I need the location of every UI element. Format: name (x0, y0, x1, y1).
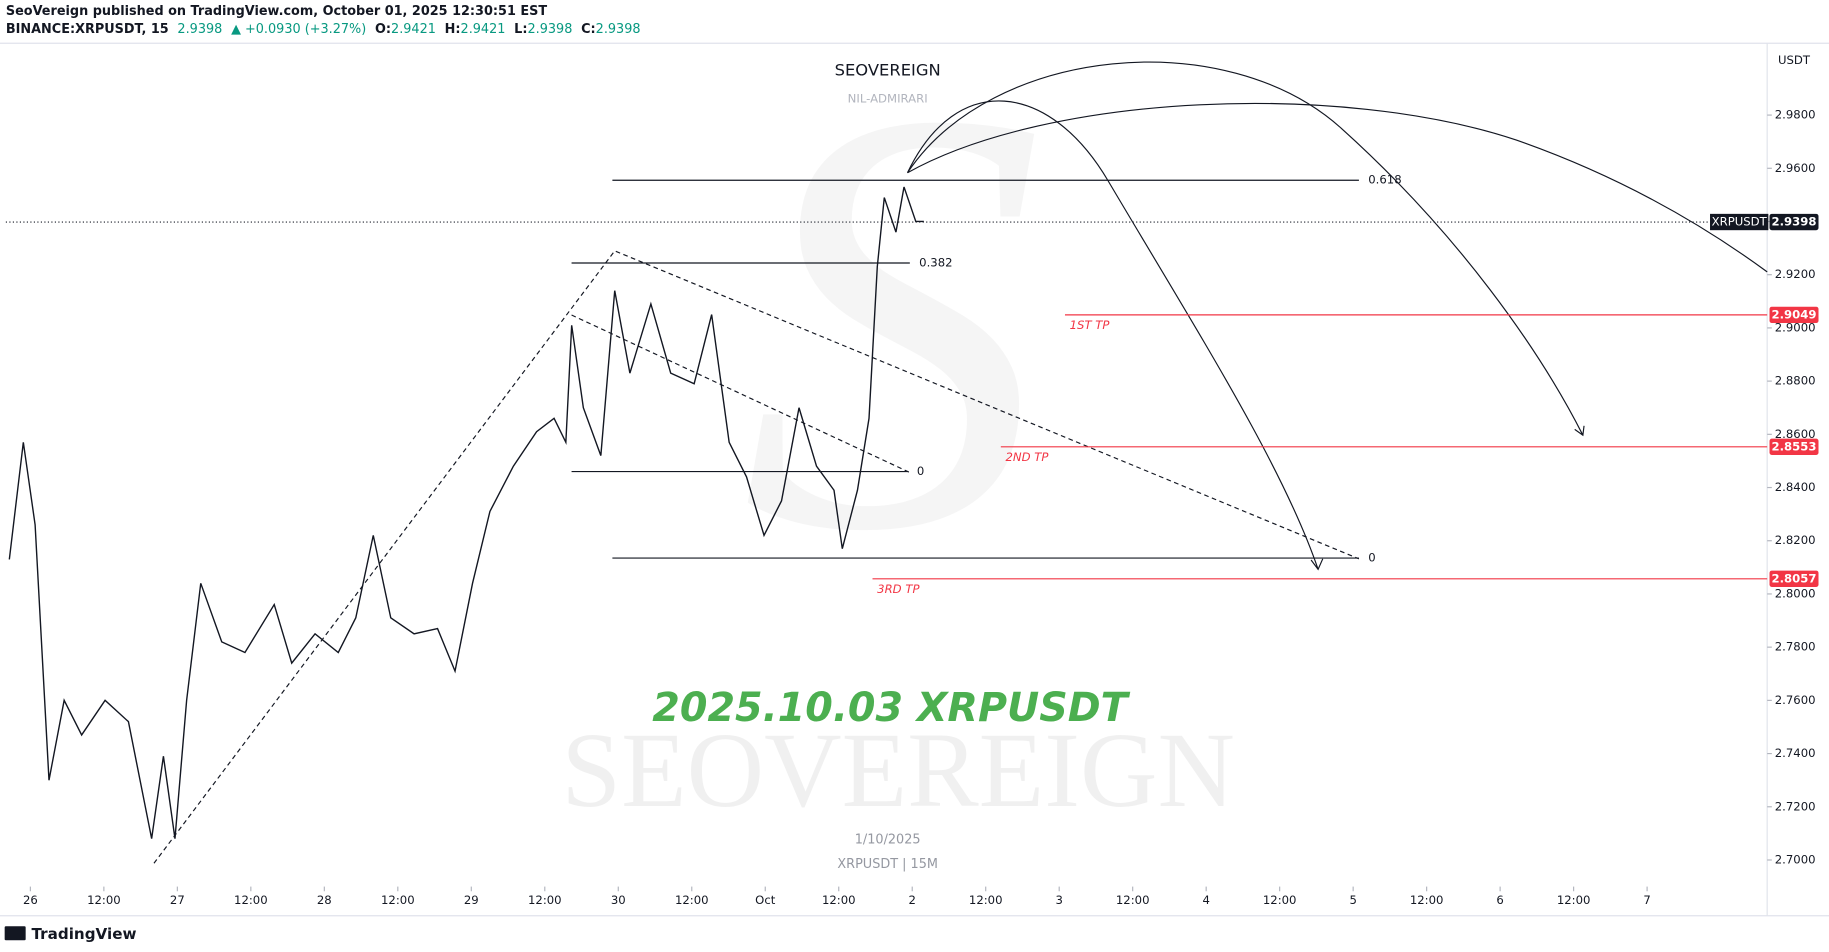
projection-arc (907, 102, 1768, 273)
ohlc-val: 2.9398 (527, 22, 572, 37)
currency: USDT (1778, 53, 1811, 67)
symbol-tag-label: XRPUSDT (1712, 215, 1768, 229)
price-tag (1769, 213, 1819, 231)
fib-label: 0.618 (1368, 173, 1401, 187)
chart-title: SEOVEREIGN (835, 61, 941, 80)
target-label: 2ND TP (1005, 450, 1048, 464)
logo-watermark: S (741, 0, 1044, 656)
symbol-line: BINANCE:XRPUSDT, 15 2.9398 ▲ +0.0930 (+3… (6, 22, 641, 37)
chart-subtitle: NIL-ADMIRARI (848, 92, 928, 106)
ohlc-val: 2.9421 (391, 22, 436, 37)
x-tick-label: 26 (23, 893, 38, 907)
x-tick-label: 29 (464, 893, 479, 907)
fib-label: 0.382 (919, 255, 952, 269)
x-tick-label: 12:00 (1116, 893, 1150, 907)
price-tag-label: 2.9398 (1772, 215, 1817, 229)
y-tick-label: 2.7200 (1775, 799, 1816, 813)
header-bar (0, 0, 1829, 44)
y-tick-label: 2.7400 (1775, 746, 1816, 760)
price-tag (1769, 306, 1819, 324)
y-tick-label: 2.8600 (1775, 427, 1816, 441)
caption: XRPUSDT | 15M (837, 857, 938, 872)
target-label: 3RD TP (877, 582, 919, 596)
y-tick-label: 2.9200 (1775, 267, 1816, 281)
y-tick-label: 2.7000 (1775, 852, 1816, 866)
x-tick-label: 12:00 (1410, 893, 1444, 907)
ohlc-val: 2.9398 (596, 22, 641, 37)
projection-arc (907, 61, 1585, 437)
y-tick-label: 2.9600 (1775, 161, 1816, 175)
price-tag (1769, 438, 1819, 455)
logo-icon (4, 926, 26, 941)
target-label: 1ST TP (1070, 318, 1110, 332)
x-tick-label: 12:00 (969, 893, 1003, 907)
price-tag-label: 2.9049 (1772, 307, 1817, 321)
price-line (8, 186, 924, 839)
x-tick-label: 30 (611, 893, 626, 907)
last: 2.9398 (177, 22, 222, 37)
ohlc-key: H: (445, 22, 461, 37)
footer-brand: TradingView (31, 925, 136, 943)
x-tick-label: 12:00 (1263, 893, 1297, 907)
x-tick-label: 12:00 (87, 893, 121, 907)
x-tick-label: 5 (1349, 893, 1356, 907)
x-tick-label: 12:00 (234, 893, 268, 907)
dashed-trend (153, 250, 1360, 864)
y-tick-label: 2.8200 (1775, 533, 1816, 547)
dashed-trend (571, 314, 911, 474)
fib-label: 0 (917, 464, 924, 478)
ohlc-key: O: (375, 22, 391, 37)
x-tick-label: 12:00 (675, 893, 709, 907)
x-tick-label: 4 (1202, 893, 1209, 907)
watermark: SEOVEREIGN (561, 711, 1235, 830)
price-tag-label: 2.8553 (1772, 439, 1817, 453)
y-tick-label: 2.7800 (1775, 640, 1816, 654)
x-tick-label: 7 (1643, 893, 1650, 907)
ohlc-val: 2.9421 (461, 22, 506, 37)
symbol: BINANCE:XRPUSDT, 15 (6, 22, 169, 37)
fib-label: 0 (1368, 551, 1375, 565)
x-tick-label: 6 (1496, 893, 1503, 907)
symbol-tag (1710, 213, 1769, 231)
x-tick-label: 12:00 (1557, 893, 1591, 907)
y-tick-label: 2.9000 (1775, 320, 1816, 334)
projection-arc (906, 100, 1324, 571)
change: ▲ +0.0930 (+3.27%) (231, 22, 366, 37)
x-tick-label: 12:00 (528, 893, 562, 907)
x-tick-label: 2 (909, 893, 916, 907)
x-tick-label: 12:00 (822, 893, 856, 907)
drawings (153, 61, 1768, 864)
ohlc-key: C: (581, 22, 596, 37)
annotation: 2025.10.03 XRPUSDT (652, 685, 1130, 731)
x-tick-label: 27 (170, 893, 185, 907)
price-tag (1769, 570, 1819, 587)
y-tick-label: 2.8000 (1775, 586, 1816, 600)
y-tick-label: 2.8800 (1775, 374, 1816, 388)
ohlc-key: L: (514, 22, 527, 37)
y-tick-label: 2.8400 (1775, 480, 1816, 494)
x-tick-label: Oct (755, 893, 776, 907)
x-tick-label: 12:00 (381, 893, 415, 907)
date-note: 1/10/2025 (855, 832, 921, 847)
price-tag-label: 2.8057 (1772, 571, 1817, 585)
x-tick-label: 3 (1055, 893, 1062, 907)
x-tick-label: 28 (317, 893, 332, 907)
y-tick-label: 2.9800 (1775, 108, 1816, 122)
y-tick-label: 2.7600 (1775, 693, 1816, 707)
publisher: SeoVereign published on TradingView.com,… (6, 4, 548, 19)
